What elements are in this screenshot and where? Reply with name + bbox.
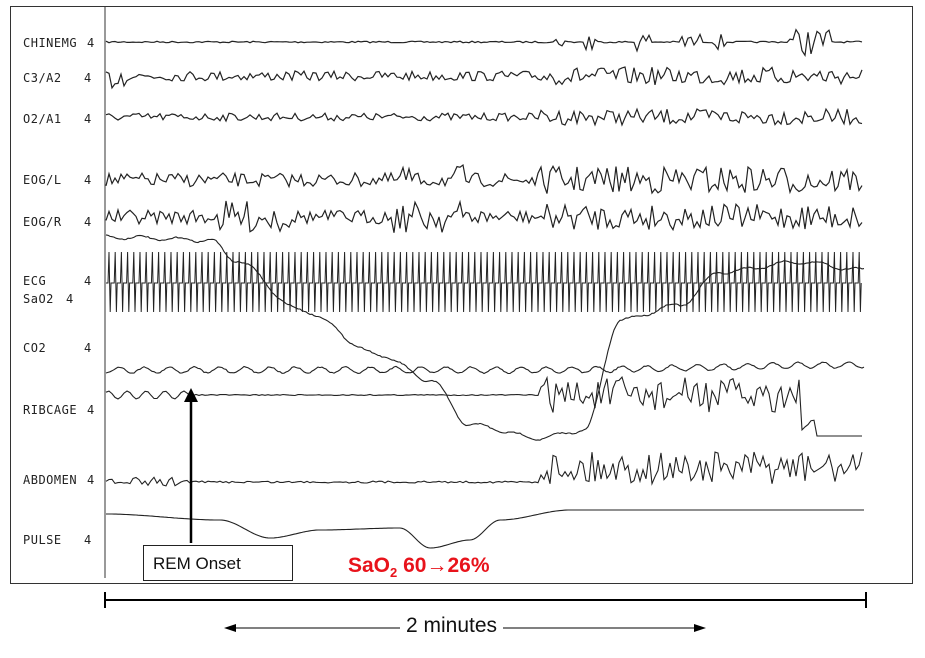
- chinemg-trace: [105, 28, 863, 58]
- eogr-trace: [105, 199, 863, 233]
- ecg-trace: [106, 251, 862, 313]
- channel-gain-c3a2: 4: [84, 71, 92, 85]
- sao2-annotation-subscript: 2: [390, 565, 398, 581]
- channel-gain-abdomen: 4: [87, 473, 95, 487]
- rem-onset-arrowhead: [184, 388, 198, 402]
- channel-gain-chinemg: 4: [87, 36, 95, 50]
- rem-onset-label: REM Onset: [143, 545, 293, 581]
- channel-gain-pulse: 4: [84, 533, 92, 547]
- polysomnogram-frame: [10, 6, 913, 584]
- channel-label-c3a2: C3/A2: [23, 71, 62, 85]
- ribcage-trace: [105, 375, 862, 437]
- channel-gain-ecg: 4: [84, 274, 92, 288]
- channel-label-pulse: PULSE: [23, 533, 62, 547]
- channel-label-eogr: EOG/R: [23, 215, 62, 229]
- channel-gain-co2: 4: [84, 341, 92, 355]
- channel-gain-eogr: 4: [84, 215, 92, 229]
- c3a2-trace: [105, 66, 863, 90]
- channel-label-o2a1: O2/A1: [23, 112, 62, 126]
- sao2-trace: [105, 234, 865, 441]
- channel-label-ribcage: RIBCAGE: [23, 403, 78, 417]
- channel-gain-sao2: 4: [66, 292, 74, 306]
- duration-arrow-right-head: [694, 624, 706, 632]
- channel-gain-o2a1: 4: [84, 112, 92, 126]
- pulse-trace: [106, 509, 864, 549]
- o2a1-trace: [105, 107, 863, 127]
- channel-label-sao2: SaO2: [23, 292, 54, 306]
- channel-gain-ribcage: 4: [87, 403, 95, 417]
- channel-label-eogl: EOG/L: [23, 173, 62, 187]
- eogl-trace: [105, 163, 863, 195]
- abdomen-trace: [105, 451, 863, 487]
- channel-label-chinemg: CHINEMG: [23, 36, 78, 50]
- duration-arrow-left-head: [224, 624, 236, 632]
- co2-trace: [105, 361, 865, 375]
- sao2-annotation-prefix: SaO: [348, 554, 391, 577]
- scale-label: 2 minutes: [400, 614, 504, 638]
- channel-gain-eogl: 4: [84, 173, 92, 187]
- sao2-annotation-range: 60→26%: [397, 554, 490, 577]
- channel-label-abdomen: ABDOMEN: [23, 473, 78, 487]
- sao2-annotation: SaO2 60→26%: [348, 554, 490, 580]
- channel-label-co2: CO2: [23, 341, 47, 355]
- channel-label-ecg: ECG: [23, 274, 47, 288]
